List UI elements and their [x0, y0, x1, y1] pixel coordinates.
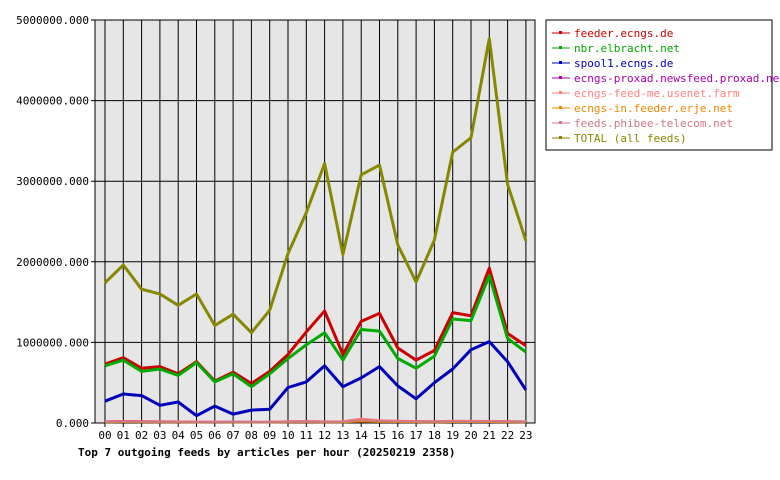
x-tick-label: 01: [117, 429, 130, 442]
legend-item: feeds.phibee-telecom.net: [552, 117, 733, 130]
legend-box: [545, 19, 773, 151]
chart-title: Top 7 outgoing feeds by articles per hou…: [78, 446, 456, 459]
legend-item: TOTAL (all feeds): [552, 132, 687, 145]
legend-item: ecngs-feed-me.usenet.farm: [552, 87, 740, 100]
y-tick-label: 3000000.000: [16, 175, 89, 188]
y-tick-label: 4000000.000: [16, 95, 89, 108]
legend-label: ecngs-feed-me.usenet.farm: [574, 87, 740, 100]
x-tick-label: 06: [208, 429, 221, 442]
legend-item: nbr.elbracht.net: [552, 42, 680, 55]
x-tick-label: 19: [446, 429, 459, 442]
x-tick-label: 23: [519, 429, 532, 442]
series-line: [104, 418, 526, 424]
x-tick-label: 00: [98, 429, 111, 442]
x-tick-label: 12: [318, 429, 331, 442]
x-tick-label: 09: [263, 429, 276, 442]
legend-marker: [559, 31, 562, 34]
legend-label: nbr.elbracht.net: [574, 42, 680, 55]
legend-marker: [559, 61, 562, 64]
legend-marker: [559, 46, 562, 49]
legend-marker: [559, 106, 562, 109]
legend: feeder.ecngs.de nbr.elbracht.net spool1.ec…: [545, 19, 780, 151]
series-line: [103, 37, 528, 335]
legend-label: ecngs-in.feeder.erje.net: [574, 102, 733, 115]
x-tick-label: 07: [226, 429, 239, 442]
series-line: [104, 266, 527, 385]
x-axis: 00 01 02 03 04 05 06 07 08 09 10 11 12 13 14 15 16 17 18 19…: [98, 429, 532, 442]
x-tick-label: 03: [153, 429, 166, 442]
x-tick-label: 17: [409, 429, 422, 442]
legend-label: ecngs-proxad.newsfeed.proxad.net: [574, 72, 780, 85]
legend-marker: [559, 121, 562, 124]
x-tick-label: 10: [281, 429, 294, 442]
legend-label: feeder.ecngs.de: [574, 27, 673, 40]
x-tick-label: 18: [428, 429, 441, 442]
series-lines: [103, 37, 528, 424]
legend-item: ecngs-in.feeder.erje.net: [552, 102, 733, 115]
legend-item: spool1.ecngs.de: [552, 57, 673, 70]
x-tick-label: 05: [190, 429, 203, 442]
series-line: [104, 340, 528, 418]
x-tick-label: 13: [336, 429, 349, 442]
x-tick-label: 15: [373, 429, 386, 442]
legend-marker: [559, 76, 562, 79]
x-tick-label: 08: [245, 429, 258, 442]
y-axis: 0.000 1000000.000 2000000.000 3000000.000 40…: [16, 14, 89, 430]
legend-marker: [559, 136, 562, 139]
x-tick-label: 21: [483, 429, 496, 442]
legend-marker: [559, 91, 562, 94]
x-tick-label: 02: [135, 429, 148, 442]
legend-item: feeder.ecngs.de: [552, 27, 673, 40]
legend-label: TOTAL (all feeds): [574, 132, 687, 145]
y-tick-label: 5000000.000: [16, 14, 89, 27]
x-tick-label: 20: [464, 429, 477, 442]
x-tick-label: 22: [501, 429, 514, 442]
y-tick-label: 0.000: [56, 417, 89, 430]
y-tick-label: 2000000.000: [16, 256, 89, 269]
x-tick-label: 04: [172, 429, 186, 442]
series-line: [104, 274, 527, 389]
x-tick-label: 16: [391, 429, 404, 442]
x-tick-label: 14: [355, 429, 369, 442]
y-tick-label: 1000000.000: [16, 336, 89, 349]
x-tick-label: 11: [300, 429, 313, 442]
legend-label: feeds.phibee-telecom.net: [574, 117, 733, 130]
legend-label: spool1.ecngs.de: [574, 57, 673, 70]
plot-background: [94, 19, 536, 424]
legend-item: ecngs-proxad.newsfeed.proxad.net: [552, 72, 780, 85]
